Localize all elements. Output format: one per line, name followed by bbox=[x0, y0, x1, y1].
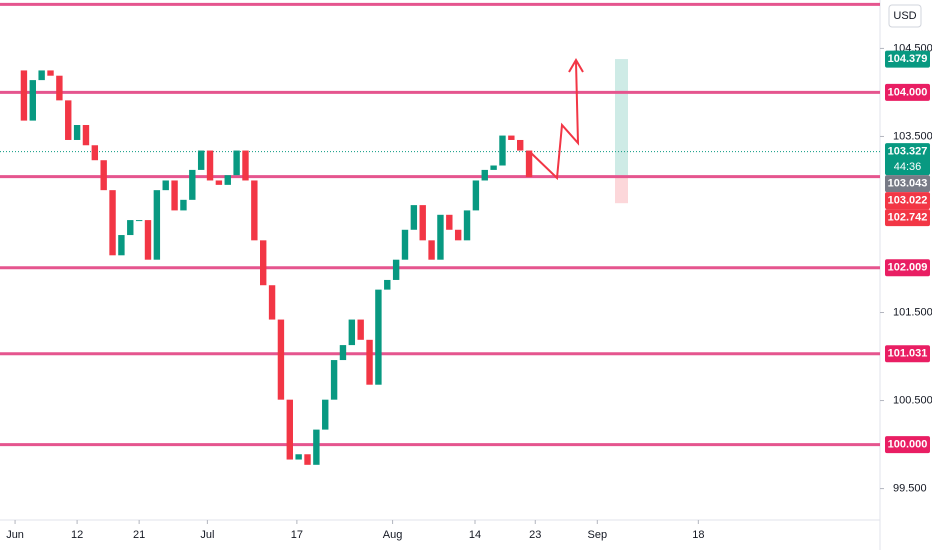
candle bbox=[268, 285, 276, 320]
projection-arrow bbox=[529, 61, 580, 181]
candle bbox=[277, 319, 285, 400]
countdown-label: 44:36 bbox=[894, 161, 922, 173]
candle bbox=[357, 319, 364, 340]
y-tick-label: 100.500 bbox=[893, 394, 932, 406]
candle bbox=[251, 180, 258, 241]
x-tick-label: Aug bbox=[383, 529, 403, 541]
candle bbox=[56, 75, 63, 101]
price-marker bbox=[885, 83, 930, 101]
x-tick-label: 23 bbox=[529, 529, 541, 541]
x-tick-label: 12 bbox=[71, 529, 83, 541]
candle bbox=[330, 360, 338, 400]
candle bbox=[215, 180, 223, 185]
candle bbox=[446, 214, 453, 230]
candle bbox=[428, 240, 435, 260]
candle bbox=[437, 214, 444, 260]
price-marker-label: 102.742 bbox=[888, 212, 928, 224]
candle bbox=[508, 135, 515, 140]
price-marker-label: 103.022 bbox=[888, 195, 928, 207]
candle bbox=[410, 205, 418, 230]
candle bbox=[206, 150, 214, 181]
y-tick-label: 103.500 bbox=[893, 130, 932, 142]
position-loss bbox=[615, 176, 628, 204]
candle bbox=[171, 180, 178, 211]
price-marker bbox=[885, 209, 930, 227]
candle bbox=[100, 160, 107, 191]
price-marker-label: 104.379 bbox=[888, 53, 928, 65]
candle bbox=[20, 70, 28, 121]
candle bbox=[65, 100, 72, 140]
candle bbox=[375, 289, 382, 385]
price-marker-label: 102.009 bbox=[888, 262, 928, 274]
price-marker bbox=[885, 192, 930, 210]
y-tick-label: 99.500 bbox=[893, 482, 927, 494]
currency-box[interactable] bbox=[888, 4, 922, 28]
candle bbox=[348, 319, 356, 346]
candle bbox=[233, 150, 240, 176]
price-marker-label: 103.327 bbox=[888, 146, 928, 158]
candle bbox=[197, 150, 205, 170]
x-tick-label: Jul bbox=[200, 529, 214, 541]
price-marker bbox=[885, 345, 930, 363]
price-marker-label: 100.000 bbox=[888, 438, 928, 450]
x-tick-label: 21 bbox=[133, 529, 145, 541]
candle bbox=[224, 175, 231, 185]
arrow-head bbox=[568, 58, 584, 73]
price-marker-label: 104.000 bbox=[888, 86, 928, 98]
x-tick-label: Sep bbox=[588, 529, 608, 541]
candle bbox=[339, 345, 347, 361]
x-tick-label: 14 bbox=[469, 529, 481, 541]
candle bbox=[295, 454, 302, 460]
candle bbox=[366, 339, 373, 385]
candle bbox=[304, 454, 311, 465]
candle bbox=[135, 220, 143, 222]
position-profit bbox=[615, 59, 628, 177]
candle bbox=[189, 169, 196, 200]
y-tick-label: 101.500 bbox=[893, 306, 932, 318]
price-marker-label: 101.031 bbox=[888, 348, 928, 360]
price-marker bbox=[885, 259, 930, 277]
candle bbox=[322, 399, 329, 430]
x-tick-label: 18 bbox=[692, 529, 704, 541]
price-marker-label: 103.043 bbox=[888, 178, 928, 190]
candle bbox=[517, 139, 524, 151]
candle bbox=[29, 80, 36, 121]
candle bbox=[260, 240, 267, 286]
candle bbox=[73, 125, 81, 140]
candle bbox=[162, 180, 169, 191]
candle bbox=[82, 125, 90, 146]
price-marker bbox=[885, 175, 930, 193]
candle bbox=[384, 279, 391, 290]
price-marker bbox=[885, 50, 930, 68]
price-marker bbox=[885, 143, 930, 176]
candle bbox=[401, 229, 409, 260]
candle bbox=[313, 429, 320, 465]
candle bbox=[463, 210, 471, 241]
x-tick-label: 17 bbox=[291, 529, 303, 541]
candle bbox=[525, 150, 533, 177]
candle bbox=[38, 70, 45, 81]
x-tick-label: Jun bbox=[6, 529, 24, 541]
candle bbox=[47, 70, 54, 76]
candle bbox=[490, 165, 497, 170]
candle bbox=[286, 399, 293, 460]
currency: USD bbox=[893, 10, 916, 22]
price-marker bbox=[885, 436, 930, 454]
candle bbox=[454, 229, 462, 241]
candle bbox=[109, 190, 116, 256]
candle bbox=[481, 169, 488, 181]
candle bbox=[419, 205, 426, 241]
candle bbox=[144, 220, 152, 260]
candle bbox=[127, 220, 134, 236]
candle bbox=[242, 150, 249, 181]
candle bbox=[472, 180, 480, 211]
candle bbox=[91, 145, 99, 161]
candle bbox=[153, 190, 161, 260]
candle bbox=[499, 135, 506, 166]
candle bbox=[392, 259, 400, 280]
candle bbox=[180, 199, 187, 211]
candle bbox=[118, 235, 125, 256]
